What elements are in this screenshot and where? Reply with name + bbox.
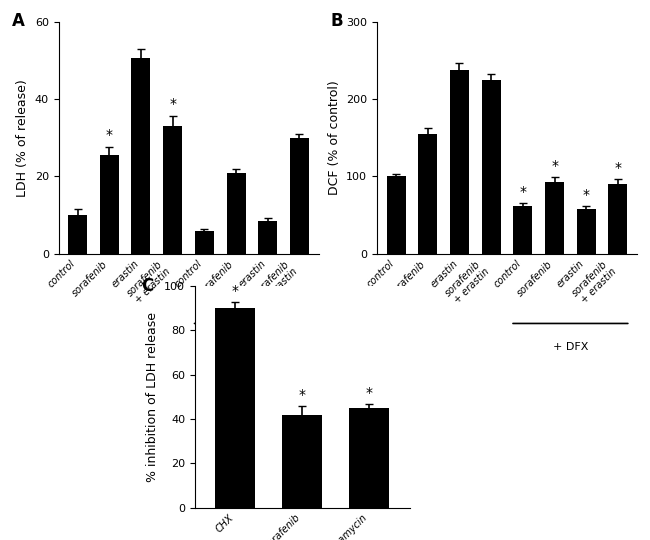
- Bar: [290, 138, 309, 254]
- Text: *: *: [519, 185, 526, 199]
- Bar: [482, 79, 500, 254]
- Bar: [163, 126, 182, 254]
- Bar: [99, 155, 119, 254]
- Text: *: *: [551, 159, 558, 173]
- Text: B: B: [330, 12, 343, 30]
- Text: *: *: [299, 388, 305, 402]
- Text: C: C: [142, 278, 153, 295]
- Text: *: *: [366, 386, 373, 400]
- Text: *: *: [614, 161, 621, 175]
- Text: *: *: [106, 127, 112, 141]
- Text: *: *: [231, 285, 239, 299]
- Bar: [227, 173, 246, 254]
- Bar: [387, 177, 406, 254]
- Bar: [418, 134, 437, 254]
- Text: A: A: [12, 12, 25, 30]
- Bar: [577, 209, 596, 254]
- Bar: [258, 221, 278, 254]
- Bar: [131, 58, 150, 254]
- Text: *: *: [583, 188, 590, 202]
- Bar: [450, 70, 469, 254]
- Bar: [514, 206, 532, 254]
- Text: + DFX: + DFX: [234, 342, 270, 352]
- Bar: [282, 415, 322, 508]
- Bar: [608, 184, 627, 254]
- Bar: [215, 308, 255, 508]
- Bar: [195, 231, 214, 254]
- Y-axis label: DCF (% of control): DCF (% of control): [328, 80, 341, 195]
- Text: *: *: [169, 97, 176, 111]
- Text: + DFX: + DFX: [552, 342, 588, 352]
- Bar: [68, 215, 87, 254]
- Bar: [349, 408, 389, 508]
- Bar: [545, 182, 564, 254]
- Y-axis label: LDH (% of release): LDH (% of release): [16, 79, 29, 197]
- Y-axis label: % inhibition of LDH release: % inhibition of LDH release: [146, 312, 159, 482]
